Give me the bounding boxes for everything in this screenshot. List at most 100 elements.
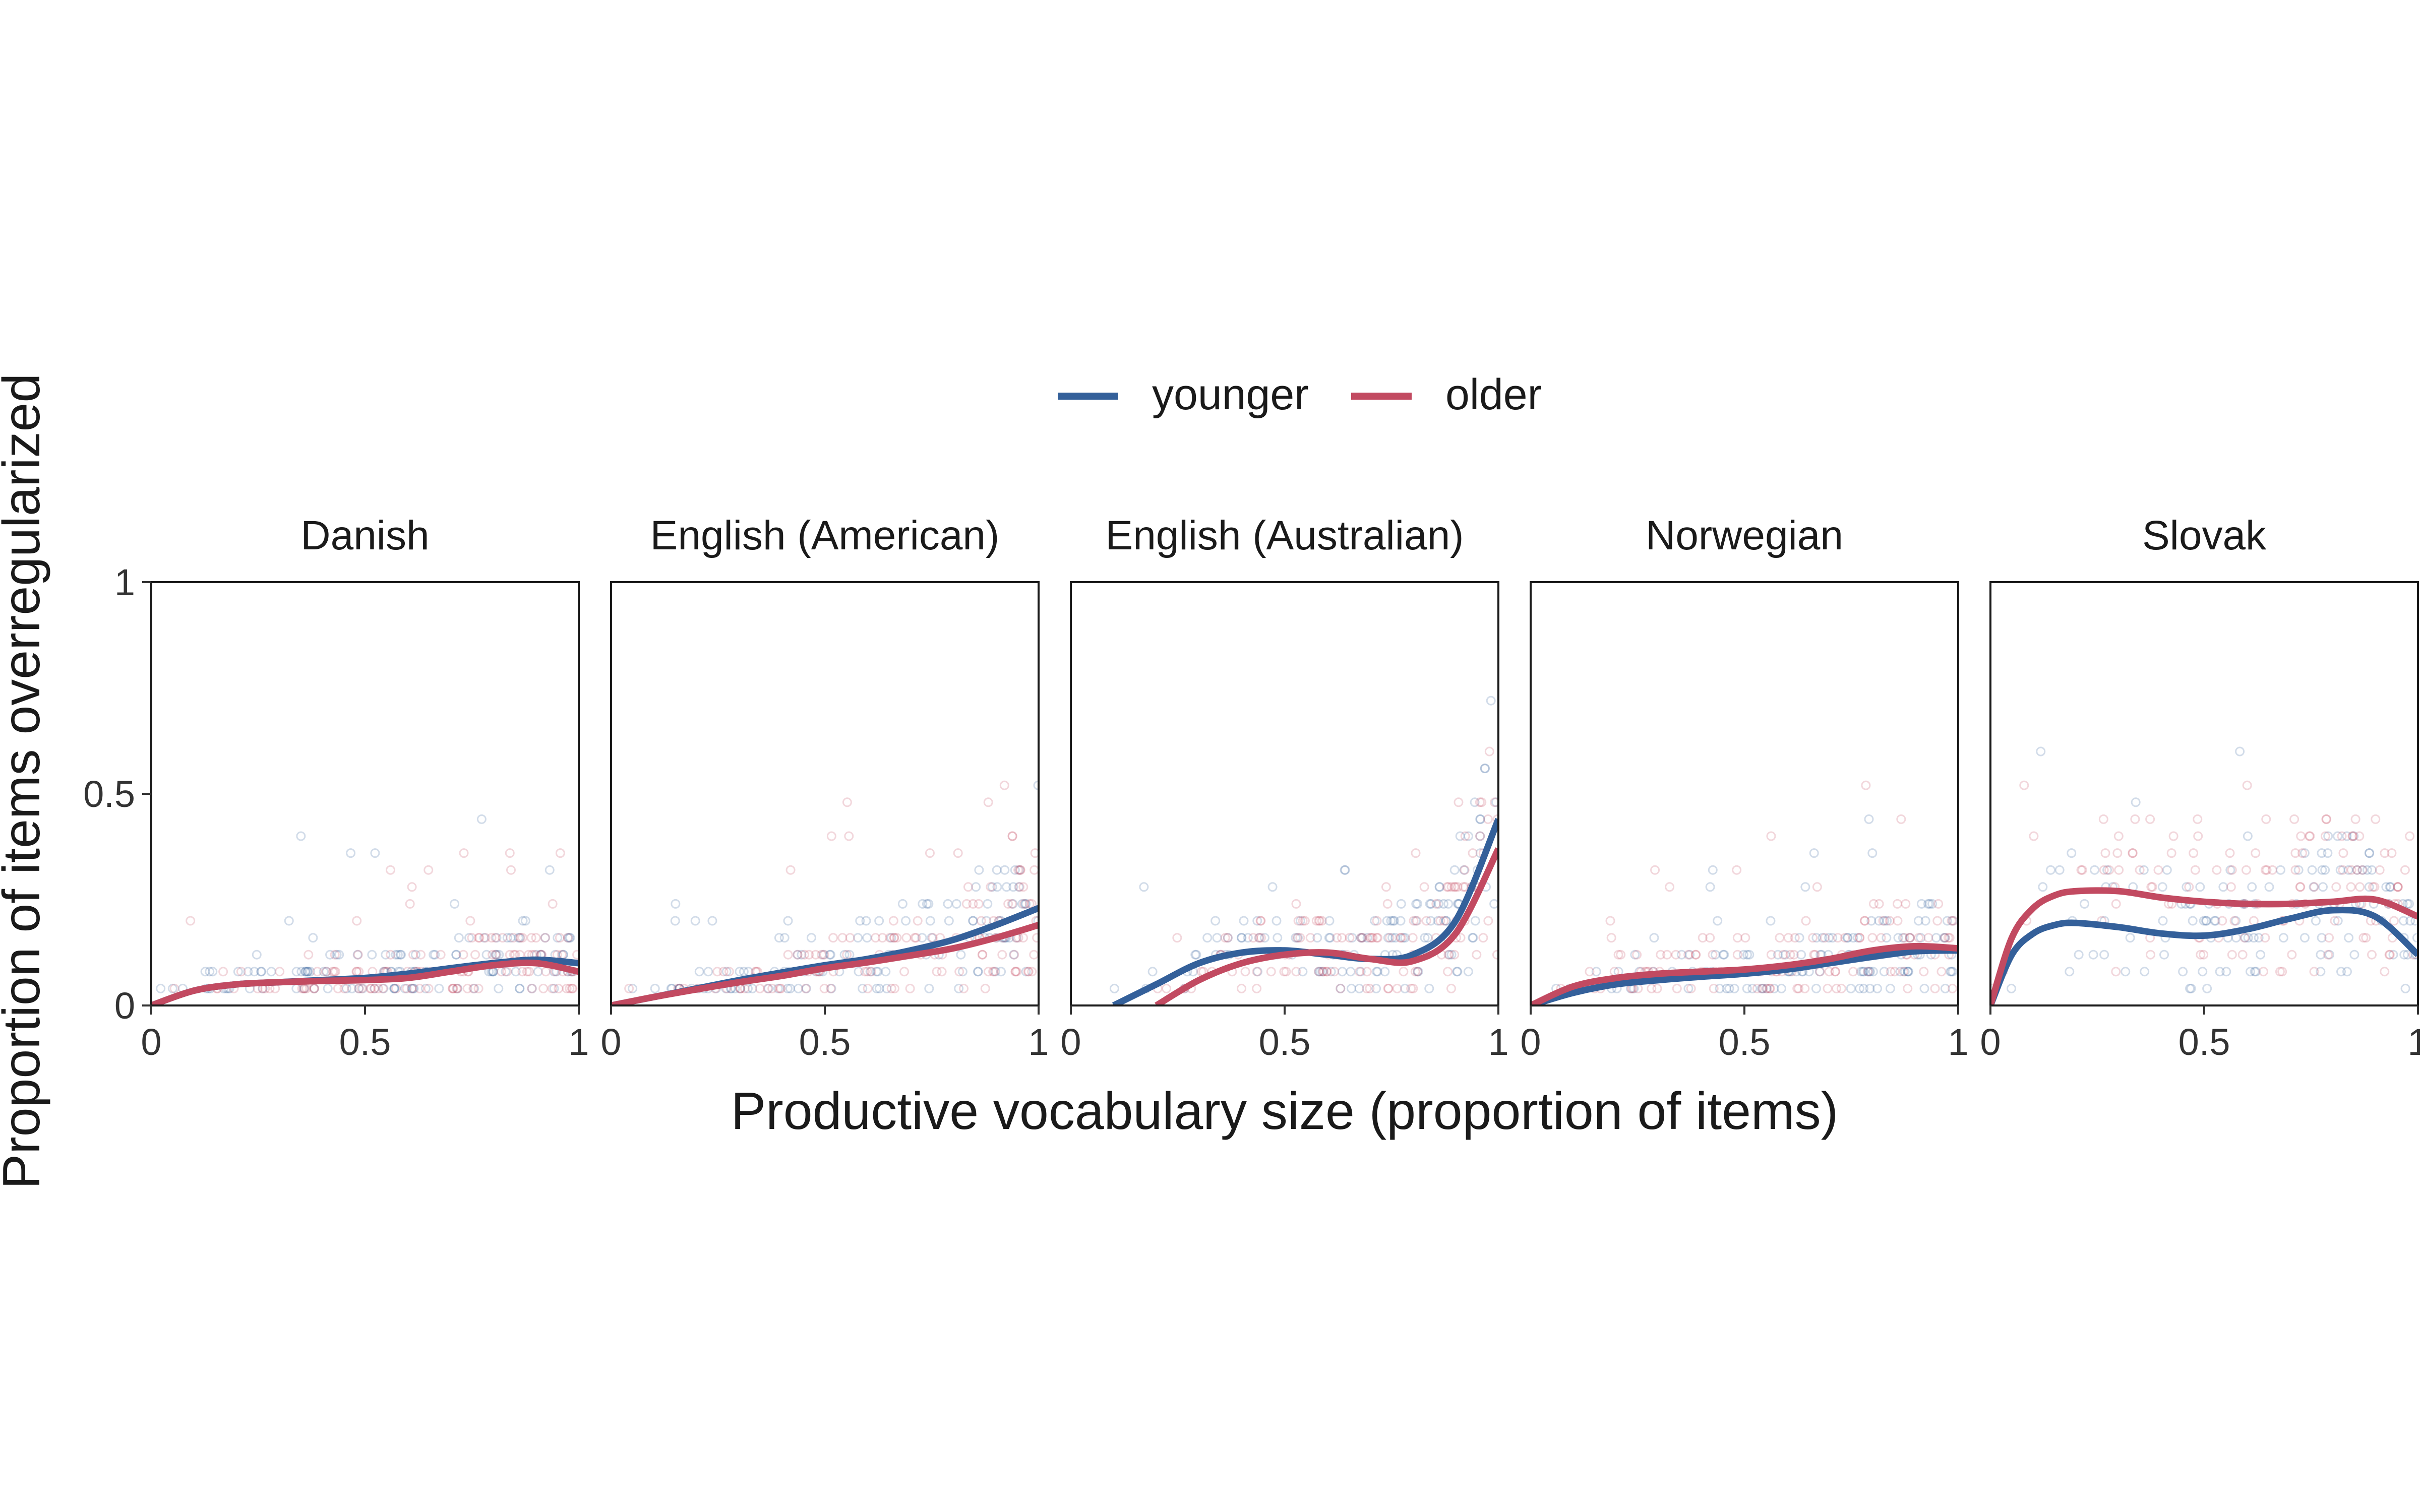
scatter-point-older bbox=[562, 983, 572, 993]
scatter-point-older bbox=[547, 983, 557, 993]
scatter-point-older bbox=[866, 967, 876, 977]
scatter-point-older bbox=[1009, 950, 1019, 960]
scatter-point-younger bbox=[871, 967, 881, 977]
scatter-point-younger bbox=[1742, 950, 1752, 960]
scatter-point-older bbox=[2380, 848, 2390, 858]
scatter-point-older bbox=[1785, 950, 1795, 960]
scatter-point-older bbox=[541, 967, 551, 977]
scatter-point-younger bbox=[533, 967, 543, 977]
scatter-point-younger bbox=[2317, 865, 2327, 875]
scatter-point-older bbox=[2295, 882, 2306, 892]
scatter-point-younger bbox=[1109, 983, 1119, 993]
scatter-point-older bbox=[1855, 933, 1865, 943]
scatter-point-older bbox=[1013, 865, 1023, 875]
scatter-point-younger bbox=[2054, 865, 2065, 875]
scatter-point-younger bbox=[1021, 899, 1031, 909]
scatter-point-younger bbox=[1846, 983, 1856, 993]
scatter-point-older bbox=[811, 950, 821, 960]
scatter-point-younger bbox=[2218, 882, 2228, 892]
scatter-point-younger bbox=[1324, 933, 1334, 943]
scatter-point-younger bbox=[1809, 848, 1819, 858]
scatter-point-older bbox=[1808, 933, 1818, 943]
scatter-point-older bbox=[2305, 831, 2315, 841]
scatter-point-older bbox=[275, 967, 285, 977]
scatter-point-older bbox=[1015, 882, 1025, 892]
x-tick-label: 0.5 bbox=[2179, 1021, 2230, 1063]
scatter-point-older bbox=[1252, 983, 1262, 993]
scatter-point-older bbox=[2338, 848, 2348, 858]
scatter-point-younger bbox=[1459, 865, 1469, 875]
scatter-point-younger bbox=[1828, 933, 1838, 943]
scatter-point-older bbox=[2145, 814, 2155, 824]
scatter-point-younger bbox=[2249, 933, 2259, 943]
scatter-point-younger bbox=[1259, 933, 1269, 943]
scatter-point-younger bbox=[1443, 899, 1454, 909]
scatter-point-older bbox=[1732, 865, 1742, 875]
scatter-point-older bbox=[968, 899, 978, 909]
scatter-point-younger bbox=[451, 950, 461, 960]
scatter-point-younger bbox=[1380, 967, 1390, 977]
scatter-point-older bbox=[1876, 933, 1886, 943]
scatter-point-younger bbox=[957, 967, 967, 977]
scatter-point-older bbox=[1443, 950, 1454, 960]
scatter-point-older bbox=[424, 983, 434, 993]
y-axis-title: Proportion of items overregularized bbox=[0, 373, 51, 1189]
scatter-point-older bbox=[2324, 933, 2334, 943]
x-axis-title: Productive vocabulary size (proportion o… bbox=[731, 1082, 1839, 1141]
scatter-point-older bbox=[785, 865, 796, 875]
scatter-point-older bbox=[1453, 882, 1463, 892]
scatter-point-older bbox=[1300, 916, 1310, 926]
scatter-point-older bbox=[1408, 933, 1418, 943]
scatter-point-older bbox=[465, 916, 475, 926]
scatter-point-younger bbox=[2342, 831, 2352, 841]
scatter-point-older bbox=[2400, 865, 2410, 875]
scatter-point-younger bbox=[395, 950, 405, 960]
scatter-point-older bbox=[1830, 967, 1840, 977]
scatter-point-younger bbox=[2364, 882, 2374, 892]
scatter-point-older bbox=[826, 831, 836, 841]
scatter-point-younger bbox=[1710, 950, 1720, 960]
scatter-point-younger bbox=[1868, 967, 1878, 977]
scatter-point-older bbox=[1459, 882, 1469, 892]
scatter-point-older bbox=[1820, 933, 1830, 943]
scatter-point-older bbox=[517, 967, 527, 977]
scatter-point-older bbox=[391, 983, 401, 993]
scatter-point-younger bbox=[1939, 933, 1949, 943]
scatter-point-older bbox=[1252, 967, 1262, 977]
scatter-point-older bbox=[2405, 831, 2415, 841]
scatter-point-younger bbox=[408, 983, 418, 993]
scatter-point-older bbox=[1775, 933, 1785, 943]
scatter-point-younger bbox=[2318, 882, 2328, 892]
scatter-point-older bbox=[572, 950, 579, 960]
scatter-point-younger bbox=[1885, 983, 1895, 993]
scatter-point-younger bbox=[1762, 983, 1772, 993]
scatter-point-younger bbox=[785, 983, 795, 993]
scatter-point-older bbox=[886, 983, 896, 993]
scatter-point-older bbox=[2099, 865, 2109, 875]
x-tick-label: 0.5 bbox=[799, 1021, 851, 1063]
trend-line-older bbox=[611, 922, 1039, 1005]
scatter-point-younger bbox=[2275, 865, 2285, 875]
scatter-point-younger bbox=[806, 933, 816, 943]
scatter-point-older bbox=[540, 933, 550, 943]
scatter-point-older bbox=[837, 933, 848, 943]
x-tick-label: 0.5 bbox=[339, 1021, 391, 1063]
scatter-point-older bbox=[1431, 899, 1441, 909]
scatter-point-older bbox=[1790, 933, 1800, 943]
scatter-point-older bbox=[1930, 983, 1940, 993]
scatter-point-younger bbox=[1267, 882, 1278, 892]
scatter-point-younger bbox=[1455, 831, 1465, 841]
scatter-point-older bbox=[1439, 916, 1449, 926]
scatter-point-older bbox=[910, 933, 920, 943]
scatter-point-younger bbox=[1337, 967, 1347, 977]
scatter-point-older bbox=[1456, 933, 1466, 943]
scatter-point-older bbox=[356, 983, 367, 993]
scatter-point-older bbox=[1914, 933, 1924, 943]
scatter-point-younger bbox=[450, 899, 460, 909]
scatter-point-younger bbox=[1424, 983, 1434, 993]
scatter-point-younger bbox=[2245, 967, 2255, 977]
scatter-point-older bbox=[1824, 967, 1834, 977]
scatter-point-younger bbox=[721, 967, 732, 977]
scatter-point-older bbox=[2258, 967, 2268, 977]
scatter-point-younger bbox=[2357, 865, 2368, 875]
